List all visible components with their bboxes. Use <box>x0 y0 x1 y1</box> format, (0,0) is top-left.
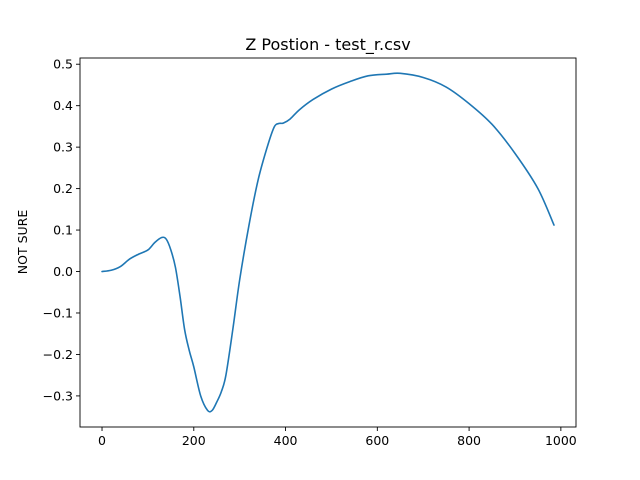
y-axis-label: NOT SURE <box>15 210 30 275</box>
y-tick-label: −0.3 <box>43 388 73 403</box>
y-tick-label: −0.2 <box>43 347 73 362</box>
x-tick-label: 1000 <box>545 433 577 448</box>
y-tick-label: 0.0 <box>53 264 73 279</box>
plot-area: 0 200 400 600 800 1000 −0.3 −0.2 −0.1 0.0 0.1 0.2 0.… <box>43 57 577 448</box>
y-tick-label: 0.3 <box>53 140 73 155</box>
series-line <box>101 72 555 413</box>
x-tick-label: 0 <box>98 433 106 448</box>
axes-frame <box>79 57 577 428</box>
y-tick-label: 0.2 <box>53 181 73 196</box>
y-tick-label: −0.1 <box>43 305 73 320</box>
y-tick-label: 0.5 <box>53 57 73 72</box>
y-tick-label: 0.1 <box>53 223 73 238</box>
x-tick-label: 200 <box>182 433 206 448</box>
chart-title: Z Postion - test_r.csv <box>245 35 410 55</box>
x-tick-label: 800 <box>457 433 481 448</box>
x-tick-label: 400 <box>274 433 298 448</box>
x-tick-label: 600 <box>365 433 389 448</box>
y-tick-label: 0.4 <box>53 98 73 113</box>
